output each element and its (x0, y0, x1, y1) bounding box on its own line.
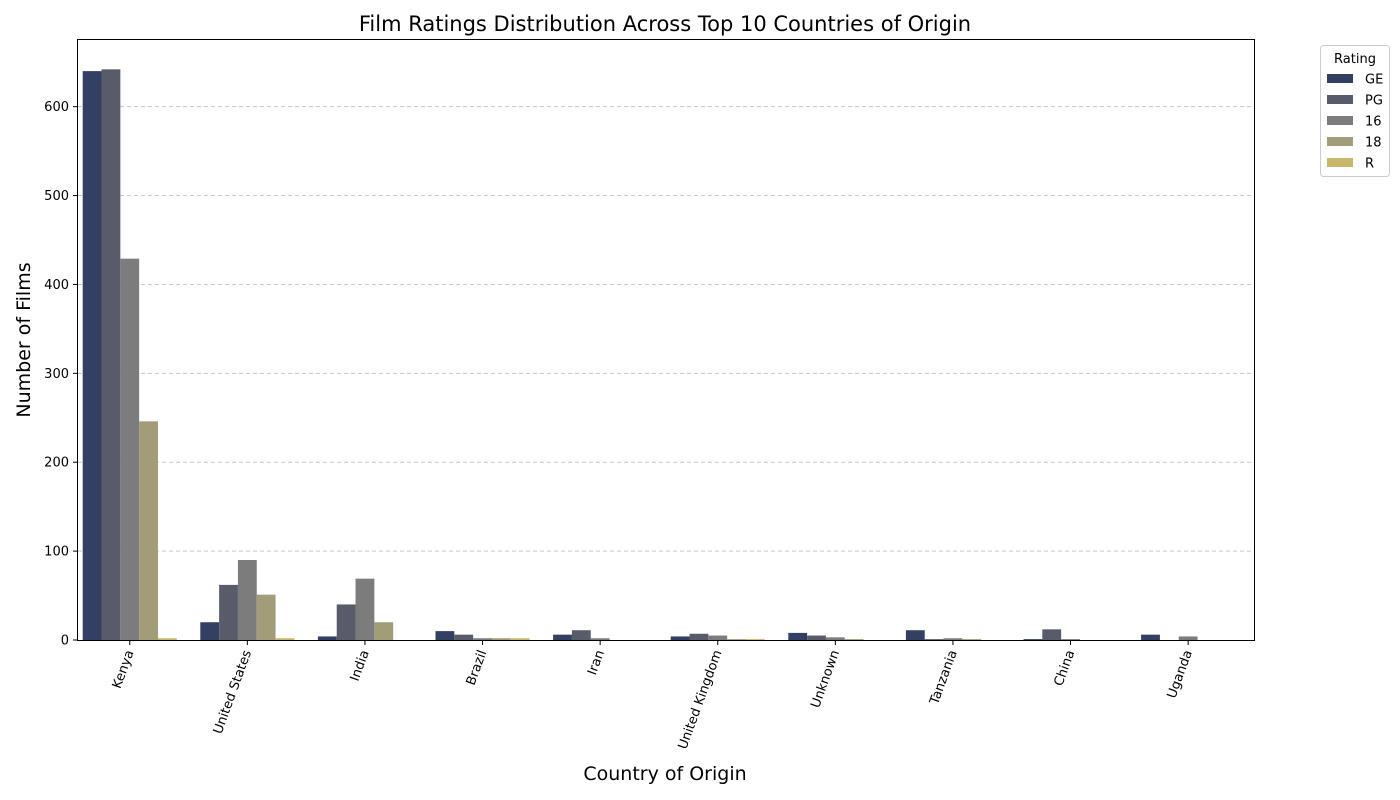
bar-18-kenya (139, 421, 158, 640)
x-tick-label: Kenya (110, 648, 138, 691)
bar-16-iran (590, 638, 610, 640)
bars (82, 69, 1198, 641)
bar-16-china (1061, 639, 1080, 640)
bar-GE-kenya (82, 71, 102, 641)
bar-16-tanzania (943, 638, 963, 640)
x-tick-label: Unknown (808, 648, 843, 710)
bar-GE-iran (553, 634, 572, 640)
x-tick-label: Uganda (1165, 648, 1196, 700)
x-tick-label: Iran (585, 648, 608, 677)
bar-PG-united-kingdom (689, 633, 709, 640)
bar-PG-china (1042, 629, 1062, 640)
bar-18-united-kingdom (727, 639, 746, 640)
x-tick-label: United Kingdom (676, 648, 726, 751)
bar-PG-brazil (454, 634, 474, 640)
x-tick-label: China (1052, 648, 1079, 688)
bar-16-kenya (120, 258, 140, 640)
legend-label-R: R (1365, 157, 1374, 172)
bar-18-india (374, 622, 394, 640)
legend-swatch-PG (1327, 95, 1353, 104)
bar-PG-unknown (807, 635, 826, 640)
bar-18-tanzania (962, 639, 982, 640)
grid-lines (78, 106, 1254, 552)
bar-R-brazil (510, 638, 530, 640)
chart-title: Film Ratings Distribution Across Top 10 … (359, 12, 971, 36)
legend-swatch-16 (1327, 116, 1353, 125)
legend-label-PG: PG (1365, 94, 1383, 109)
legend-label-16: 16 (1365, 115, 1382, 130)
legend-label-18: 18 (1365, 136, 1382, 151)
x-axis-ticks: Kenya United States India Brazil Iran United … (110, 640, 1196, 751)
y-tick-label: 400 (44, 278, 69, 293)
legend-title: Rating (1334, 52, 1376, 67)
x-tick-label: India (348, 648, 373, 683)
bar-18-united-states (256, 594, 276, 640)
bar-R-united-kingdom (745, 639, 765, 640)
x-tick-label: Tanzania (927, 648, 961, 707)
bar-PG-tanzania (924, 639, 944, 640)
y-tick-label: 300 (44, 367, 69, 382)
y-axis-label: Number of Films (13, 262, 35, 417)
bar-16-united-states (237, 560, 257, 640)
plot-frame (77, 39, 1255, 641)
bar-16-uganda (1178, 636, 1198, 640)
bar-PG-iran (571, 630, 591, 640)
bar-16-india (355, 578, 375, 640)
bar-16-unknown (825, 637, 845, 640)
bar-PG-united-states (219, 584, 238, 640)
bar-GE-china (1023, 639, 1043, 640)
x-axis-label: Country of Origin (583, 763, 746, 785)
y-axis-ticks: 0 100 200 300 400 500 600 (44, 100, 78, 649)
legend: Rating GE PG 16 18 R (1320, 45, 1390, 177)
legend-swatch-GE (1327, 74, 1353, 83)
x-tick-label: Brazil (464, 648, 491, 687)
bar-GE-united-kingdom (670, 636, 690, 640)
y-tick-label: 100 (44, 545, 69, 560)
bar-R-united-states (275, 638, 295, 640)
bar-16-united-kingdom (708, 635, 728, 640)
bar-GE-india (317, 636, 337, 640)
bar-R-kenya (157, 638, 177, 640)
bar-GE-unknown (788, 632, 808, 640)
bar-PG-india (336, 604, 356, 640)
bar-GE-uganda (1141, 634, 1160, 640)
bar-16-brazil (473, 638, 492, 640)
y-tick-label: 200 (44, 456, 69, 471)
y-tick-label: 0 (61, 634, 69, 649)
bar-PG-kenya (101, 69, 121, 641)
bar-GE-united-states (200, 622, 220, 640)
bar-18-brazil (491, 638, 511, 640)
bar-GE-brazil (435, 631, 455, 640)
legend-swatch-R (1327, 158, 1353, 167)
y-tick-label: 600 (44, 100, 69, 115)
legend-label-GE: GE (1365, 73, 1383, 88)
bar-18-unknown (844, 639, 864, 640)
legend-swatch-18 (1327, 137, 1353, 146)
bar-GE-tanzania (905, 630, 925, 640)
y-tick-label: 500 (44, 189, 69, 204)
x-tick-label: United States (211, 648, 255, 736)
